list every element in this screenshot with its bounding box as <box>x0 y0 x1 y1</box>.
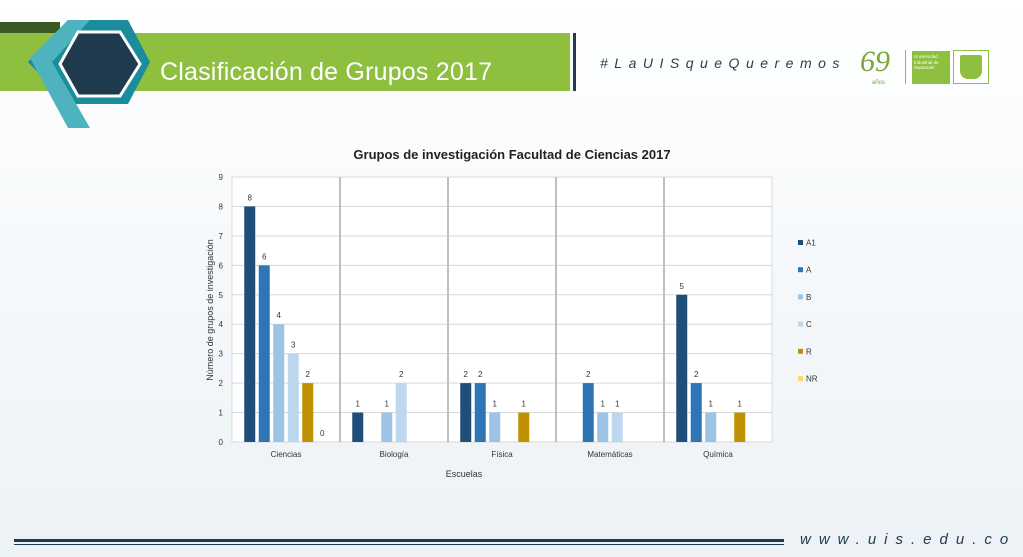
data-label: 1 <box>493 400 498 409</box>
slide-title: Clasificación de Grupos 2017 <box>160 58 493 86</box>
bar-b <box>273 324 285 442</box>
x-tick-label: Ciencias <box>271 450 302 459</box>
y-axis-label: Número de grupos de investigación <box>205 239 215 381</box>
data-label: 3 <box>291 341 296 350</box>
data-label: 8 <box>248 193 253 202</box>
uis-logo-text: Universidad Industrial de Santander <box>912 51 950 84</box>
legend-label: A <box>806 266 812 275</box>
data-label: 5 <box>680 282 685 291</box>
bar-a <box>690 383 702 442</box>
bar-r <box>518 412 530 442</box>
data-label: 1 <box>738 400 743 409</box>
y-tick-label: 7 <box>219 232 224 241</box>
y-tick-label: 6 <box>219 261 224 270</box>
bar-a1 <box>352 412 364 442</box>
x-tick-label: Biología <box>380 450 409 459</box>
x-tick-label: Física <box>491 450 513 459</box>
data-label: 2 <box>586 370 591 379</box>
data-label: 6 <box>262 252 267 261</box>
bar-b <box>381 412 393 442</box>
logo-divider <box>905 50 906 84</box>
data-label: 2 <box>694 370 699 379</box>
uis-shield-icon <box>953 50 989 84</box>
y-tick-label: 8 <box>219 202 224 211</box>
footer-line-thin <box>14 544 784 545</box>
y-tick-label: 1 <box>219 409 224 418</box>
header-divider <box>573 33 576 91</box>
legend-swatch-a <box>798 267 803 273</box>
data-label: 1 <box>709 400 714 409</box>
anniversary-logo: 69 <box>860 45 890 78</box>
legend-swatch-a1 <box>798 240 803 245</box>
x-tick-label: Química <box>703 450 733 459</box>
bar-c <box>611 412 623 442</box>
bar-a1 <box>244 206 256 442</box>
anniversary-logo-sub: años <box>872 80 886 86</box>
footer-url: www.uis.edu.co <box>800 531 1017 548</box>
footer-line <box>14 539 784 542</box>
data-label: 2 <box>399 370 404 379</box>
legend-label: NR <box>806 375 818 384</box>
legend-swatch-b <box>798 294 803 300</box>
bar-c <box>395 383 407 442</box>
bar-a <box>258 265 270 442</box>
data-label: 2 <box>306 370 311 379</box>
legend-swatch-nr <box>798 376 803 381</box>
bar-a <box>582 383 594 442</box>
data-label: 4 <box>277 311 282 320</box>
data-label: 1 <box>615 400 620 409</box>
bar-a1 <box>676 294 688 442</box>
data-label: 1 <box>522 400 527 409</box>
legend-label: C <box>806 320 812 329</box>
bar-b <box>597 412 609 442</box>
bar-r <box>302 383 314 442</box>
bar-a <box>474 383 486 442</box>
data-label: 2 <box>478 370 483 379</box>
x-axis-label: Escuelas <box>446 469 483 479</box>
y-tick-label: 4 <box>219 320 224 329</box>
legend-label: B <box>806 293 811 302</box>
bar-b <box>489 412 501 442</box>
bar-a1 <box>460 383 472 442</box>
chart-title: Grupos de investigación Facultad de Cien… <box>353 147 671 162</box>
bar-b <box>705 412 717 442</box>
legend-label: R <box>806 347 812 356</box>
legend-swatch-c <box>798 321 803 327</box>
bar-c <box>287 353 299 442</box>
data-label: 1 <box>356 400 361 409</box>
hashtag-text: #LaUISqueQueremos <box>600 55 846 71</box>
hexagon-logo-icon <box>28 20 150 128</box>
y-tick-label: 0 <box>219 438 224 447</box>
x-tick-label: Matemáticas <box>587 450 632 459</box>
data-label: 1 <box>385 400 390 409</box>
legend-label: A1 <box>806 239 816 248</box>
y-tick-label: 2 <box>219 379 224 388</box>
bar-r <box>734 412 746 442</box>
legend-swatch-r <box>798 348 803 354</box>
data-label: 1 <box>601 400 606 409</box>
y-tick-label: 5 <box>219 291 224 300</box>
y-tick-label: 3 <box>219 350 224 359</box>
y-tick-label: 9 <box>219 173 224 182</box>
data-label: 2 <box>464 370 469 379</box>
data-label: 0 <box>320 429 325 438</box>
